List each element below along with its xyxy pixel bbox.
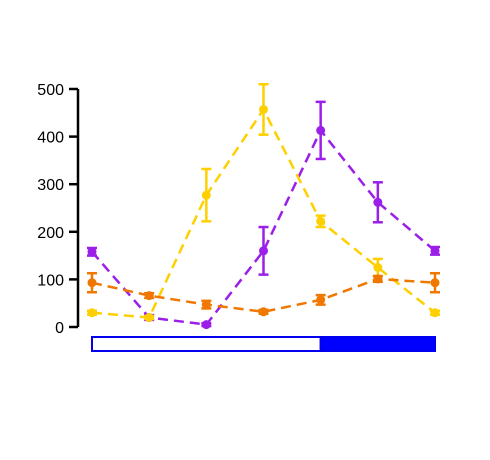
data-point bbox=[201, 300, 211, 310]
data-point bbox=[87, 278, 97, 288]
data-point bbox=[87, 247, 97, 257]
light-period-bar bbox=[91, 336, 322, 352]
data-point bbox=[316, 216, 326, 226]
light-dark-bar bbox=[91, 336, 436, 352]
y-axis: 0 100 200 300 400 500 bbox=[37, 82, 80, 337]
y-tick-label: 200 bbox=[37, 225, 64, 242]
data-point bbox=[373, 197, 383, 207]
dark-period-bar bbox=[319, 336, 436, 352]
y-tick-label: 400 bbox=[37, 130, 64, 147]
data-point bbox=[201, 320, 211, 330]
y-tick-label: 300 bbox=[37, 177, 64, 194]
data-point bbox=[316, 125, 326, 135]
y-tick-label: 500 bbox=[37, 82, 64, 99]
series-line bbox=[91, 277, 436, 314]
data-point bbox=[373, 274, 383, 284]
series-group bbox=[87, 82, 440, 330]
data-point bbox=[373, 263, 383, 272]
data-point bbox=[144, 291, 154, 301]
data-point bbox=[430, 308, 440, 318]
data-point bbox=[144, 312, 154, 322]
data-point bbox=[430, 246, 440, 256]
data-point bbox=[430, 278, 440, 288]
y-tick-label: 100 bbox=[37, 272, 64, 289]
data-point bbox=[259, 104, 268, 114]
data-point bbox=[201, 190, 211, 200]
series-2 bbox=[87, 271, 440, 317]
series-1 bbox=[87, 82, 440, 322]
data-point bbox=[259, 307, 268, 317]
data-point bbox=[87, 308, 97, 318]
data-point bbox=[316, 295, 326, 305]
series-line bbox=[91, 107, 436, 319]
y-tick-label: 0 bbox=[55, 320, 64, 337]
data-point bbox=[259, 246, 268, 256]
